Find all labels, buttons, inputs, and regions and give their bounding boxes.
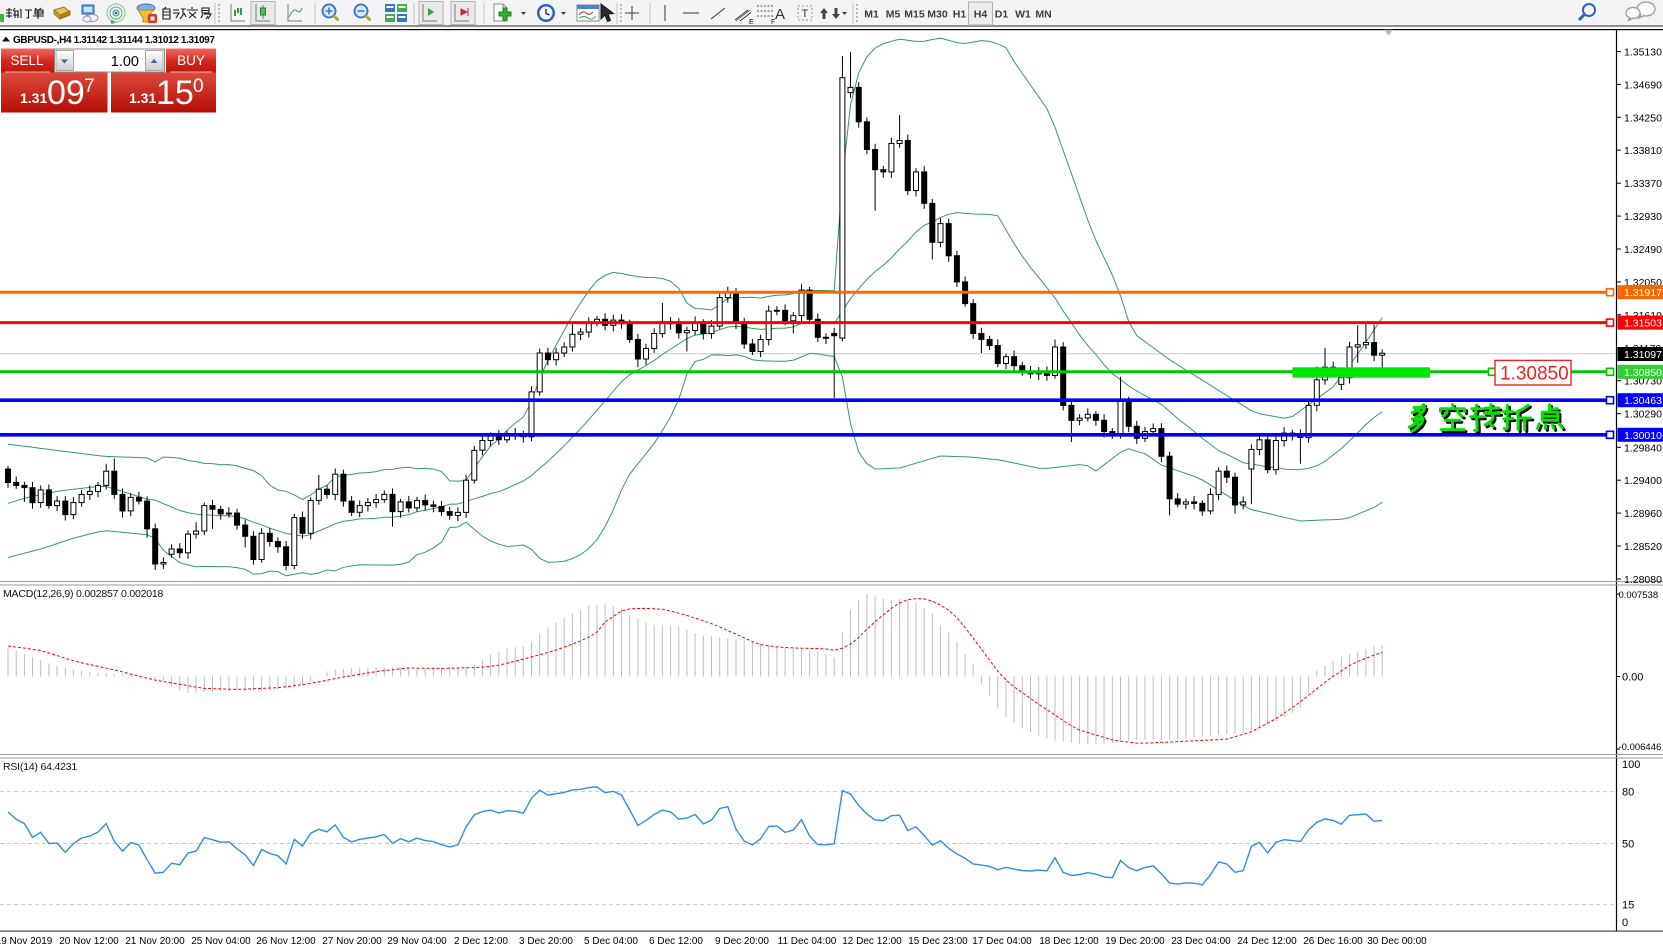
svg-text:1.30850: 1.30850: [1624, 367, 1662, 379]
svg-text:24 Dec 12:00: 24 Dec 12:00: [1237, 936, 1297, 947]
svg-text:M30: M30: [927, 9, 948, 21]
svg-text:26 Dec 16:00: 26 Dec 16:00: [1303, 936, 1363, 947]
svg-text:1.30010: 1.30010: [1624, 430, 1662, 442]
svg-text:0.007538: 0.007538: [1619, 590, 1659, 601]
svg-text:25 Nov 04:00: 25 Nov 04:00: [191, 936, 251, 947]
svg-text:11 Dec 04:00: 11 Dec 04:00: [778, 936, 837, 947]
svg-text:30 Dec 00:00: 30 Dec 00:00: [1367, 936, 1427, 947]
svg-text:15: 15: [1622, 900, 1634, 912]
svg-text:1.28520: 1.28520: [1624, 541, 1662, 553]
svg-text:1.32490: 1.32490: [1624, 244, 1662, 256]
svg-text:15 Dec 23:00: 15 Dec 23:00: [908, 936, 968, 947]
svg-text:5 Dec 04:00: 5 Dec 04:00: [584, 936, 638, 947]
svg-text:1.31: 1.31: [20, 90, 47, 106]
svg-text:H4: H4: [974, 9, 988, 21]
svg-text:RSI(14) 64.4231: RSI(14) 64.4231: [3, 761, 77, 773]
svg-text:1.31097: 1.31097: [1624, 349, 1662, 361]
svg-text:MN: MN: [1035, 9, 1051, 21]
svg-text:T: T: [802, 8, 809, 20]
svg-text:M5: M5: [886, 9, 901, 21]
svg-text:2 Dec 12:00: 2 Dec 12:00: [454, 936, 508, 947]
svg-text:19 Dec 20:00: 19 Dec 20:00: [1105, 936, 1165, 947]
svg-text:21 Nov 20:00: 21 Nov 20:00: [125, 936, 185, 947]
svg-text:12 Dec 12:00: 12 Dec 12:00: [842, 936, 902, 947]
svg-text:D1: D1: [995, 9, 1009, 21]
svg-text:17 Dec 04:00: 17 Dec 04:00: [972, 936, 1032, 947]
svg-text:GBPUSD-,H4 1.31142 1.31144 1.: GBPUSD-,H4 1.31142 1.31144 1.31012 1.310…: [13, 35, 215, 46]
svg-text:1.00: 1.00: [111, 54, 139, 70]
svg-text:1.33810: 1.33810: [1624, 145, 1662, 157]
svg-text:1.28960: 1.28960: [1624, 508, 1662, 520]
svg-text:A: A: [775, 6, 785, 23]
svg-text:100: 100: [1622, 759, 1640, 771]
svg-text:E: E: [749, 19, 754, 26]
svg-text:1.32930: 1.32930: [1624, 211, 1662, 223]
svg-text:1.31: 1.31: [129, 90, 156, 106]
svg-text:1.34250: 1.34250: [1624, 112, 1662, 124]
svg-text:27 Nov 20:00: 27 Nov 20:00: [322, 936, 382, 947]
svg-text:6 Dec 12:00: 6 Dec 12:00: [649, 936, 703, 947]
svg-text:18 Dec 12:00: 18 Dec 12:00: [1039, 936, 1099, 947]
svg-text:15: 15: [156, 74, 194, 112]
svg-text:19 Nov 2019: 19 Nov 2019: [0, 936, 53, 947]
svg-text:23 Dec 04:00: 23 Dec 04:00: [1171, 936, 1231, 947]
svg-text:7: 7: [84, 76, 95, 97]
svg-text:SELL: SELL: [10, 53, 44, 68]
svg-text:1.29840: 1.29840: [1624, 442, 1662, 454]
svg-text:1.30850: 1.30850: [1500, 364, 1569, 385]
svg-text:W1: W1: [1015, 9, 1031, 21]
svg-text:50: 50: [1622, 839, 1634, 851]
svg-text:3 Dec 20:00: 3 Dec 20:00: [519, 936, 573, 947]
svg-text:F: F: [771, 19, 775, 26]
svg-text:29 Nov 04:00: 29 Nov 04:00: [387, 936, 447, 947]
svg-text:M15: M15: [904, 9, 925, 21]
svg-text:09: 09: [47, 74, 85, 112]
svg-text:0: 0: [1622, 917, 1628, 929]
svg-text:1.29400: 1.29400: [1624, 475, 1662, 487]
svg-text:M1: M1: [864, 9, 879, 21]
svg-text:0: 0: [193, 76, 204, 97]
svg-text:1.30290: 1.30290: [1624, 409, 1662, 421]
svg-text:1.28080: 1.28080: [1624, 574, 1662, 586]
svg-text:1.33370: 1.33370: [1624, 178, 1662, 190]
svg-text:80: 80: [1622, 787, 1634, 799]
svg-text:26 Nov 12:00: 26 Nov 12:00: [256, 936, 316, 947]
svg-text:1.31917: 1.31917: [1624, 287, 1662, 299]
svg-text:1.35130: 1.35130: [1624, 47, 1662, 59]
svg-text:H1: H1: [953, 9, 967, 21]
svg-text:1.34690: 1.34690: [1624, 79, 1662, 91]
svg-text:9 Dec 20:00: 9 Dec 20:00: [715, 936, 769, 947]
svg-text:0.00: 0.00: [1622, 672, 1643, 684]
svg-text:BUY: BUY: [177, 53, 205, 68]
svg-text:MACD(12,26,9) 0.002857 0.00201: MACD(12,26,9) 0.002857 0.002018: [3, 588, 164, 600]
svg-text:20 Nov 12:00: 20 Nov 12:00: [59, 936, 119, 947]
svg-text:1.31503: 1.31503: [1624, 318, 1662, 330]
svg-text:1.30463: 1.30463: [1624, 395, 1662, 407]
svg-text:-0.006446: -0.006446: [1619, 742, 1662, 753]
